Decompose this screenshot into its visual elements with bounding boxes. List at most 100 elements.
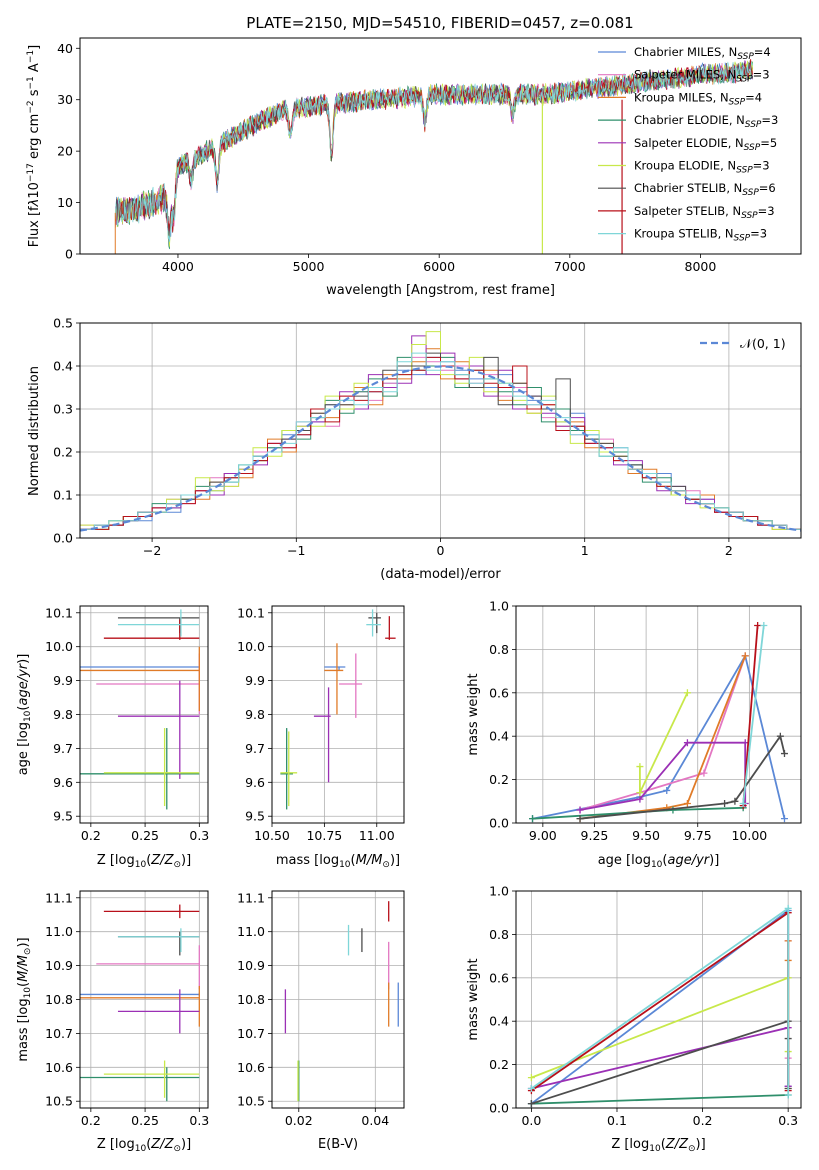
- mass-weight-point: [776, 732, 784, 740]
- hist-frame: [79, 322, 802, 539]
- massz-plot-area: [80, 904, 200, 1102]
- mass-weight-point: [784, 904, 792, 912]
- agez-ytick-label: 9.8: [53, 707, 73, 722]
- hist-xtick-label: 0: [437, 543, 445, 558]
- mass-weight-point: [683, 799, 691, 807]
- massz-ytick-label: 10.8: [45, 992, 73, 1007]
- mass-weight-point: [780, 815, 788, 823]
- agem-ytick-label: 9.5: [245, 809, 265, 824]
- spec-xtick-label: 8000: [685, 259, 717, 274]
- agem-ytick-label: 9.9: [245, 673, 265, 688]
- agem-ytick-label: 9.6: [245, 775, 265, 790]
- hist-ytick-label: 0.3: [53, 402, 73, 417]
- hist-xtick-label: 1: [581, 543, 589, 558]
- mass-weight-point: [636, 763, 644, 771]
- mass-weight-point: [636, 789, 644, 797]
- mwz-ylabel: mass weight: [466, 958, 481, 1040]
- mwa-xtick-label: 9.25: [581, 828, 609, 843]
- masse-plot-area: [284, 901, 399, 1102]
- mwa-xtick-label: 9.00: [529, 828, 557, 843]
- mass-weight-line: [742, 625, 765, 804]
- spec-ytick-label: 0: [65, 247, 73, 262]
- masse-xlabel: E(B-V): [318, 1137, 358, 1152]
- legend-label: 𝒩(0, 1): [740, 336, 786, 351]
- hist-ytick-label: 0.0: [53, 531, 73, 546]
- mass-weight-point: [700, 769, 708, 777]
- masse-xtick-label: 0.04: [361, 1113, 389, 1128]
- massz-frame: [79, 890, 209, 1109]
- agem-ytick-label: 10.0: [237, 639, 265, 654]
- masse-ytick-label: 10.6: [237, 1060, 265, 1075]
- massz-ylabel: mass [log10(M/M⊙)]: [16, 937, 33, 1061]
- mwa-xtick-label: 9.50: [632, 828, 660, 843]
- histogram-series: [80, 352, 801, 538]
- masse-ytick-label: 10.9: [237, 958, 265, 973]
- masse-ytick-label: 11.1: [237, 890, 265, 905]
- massz-ytick-label: 11.0: [45, 924, 73, 939]
- mwz-frame: [515, 890, 802, 1109]
- masse-frame: [271, 890, 405, 1109]
- mwa-ytick-label: 0.2: [489, 772, 509, 787]
- mass-weight-line: [579, 655, 747, 811]
- mwa-xtick-label: 10.00: [731, 828, 767, 843]
- massz-ytick-label: 11.1: [45, 890, 73, 905]
- agez-ytick-label: 10.0: [45, 639, 73, 654]
- agez-ytick-label: 9.6: [53, 775, 73, 790]
- masse-ytick-label: 10.8: [237, 992, 265, 1007]
- mwz-ytick-label: 1.0: [489, 884, 509, 899]
- mwa-xlabel: age [log10(age/yr)]: [598, 853, 720, 870]
- mwz-ytick-label: 0.6: [489, 970, 509, 985]
- massz-xtick-label: 0.3: [189, 1113, 209, 1128]
- masse-xtick-label: 0.02: [285, 1113, 313, 1128]
- legend-label: Chabrier MILES, NSSP=4: [634, 45, 771, 62]
- plot-layer: 4000 5000 6000 7000 8000010203040wavelength …: [16, 37, 802, 1154]
- mass-weight-point: [780, 750, 788, 758]
- spectrum-ylabel: Flux [fλ10−17 erg cm−2 s−1 A−1]: [26, 45, 42, 247]
- mwz-xlabel: Z [log10(Z/Z⊙)]: [611, 1137, 705, 1154]
- masse-ytick-label: 10.5: [237, 1094, 265, 1109]
- agem-ytick-label: 9.7: [245, 741, 265, 756]
- mwa-ytick-label: 0.8: [489, 642, 509, 657]
- mwa-frame: [515, 605, 802, 824]
- hist-ytick-label: 0.2: [53, 445, 73, 460]
- spectrum-xlabel: wavelength [Angstrom, rest frame]: [326, 283, 555, 298]
- agem-xlabel: mass [log10(M/M⊙)]: [276, 853, 400, 870]
- legend-label: Salpeter STELIB, NSSP=3: [634, 204, 775, 221]
- legend-label: Kroupa ELODIE, NSSP=3: [634, 159, 770, 176]
- legend-label: Kroupa MILES, NSSP=4: [634, 90, 762, 107]
- mwz-xtick-label: 0.0: [521, 1113, 541, 1128]
- agez-ytick-label: 9.7: [53, 741, 73, 756]
- mass-weight-point: [529, 815, 537, 823]
- figure-title: PLATE=2150, MJD=54510, FIBERID=0457, z=0…: [246, 14, 633, 32]
- mass-weight-point: [576, 806, 584, 814]
- agez-frame: [79, 605, 209, 824]
- legend-label: Kroupa STELIB, NSSP=3: [634, 227, 767, 244]
- spec-plot-area: [114, 58, 754, 254]
- mwa-ytick-label: 0.6: [489, 685, 509, 700]
- massz-ytick-label: 10.6: [45, 1060, 73, 1075]
- mwz-ytick-label: 0.8: [489, 927, 509, 942]
- histogram-ylabel: Normed distribution: [27, 366, 42, 496]
- massz-xtick-label: 0.2: [81, 1113, 101, 1128]
- spec-xtick-label: 7000: [554, 259, 586, 274]
- mass-weight-point: [784, 1091, 792, 1099]
- normal-curve: [80, 365, 801, 532]
- mass-weight-point: [636, 795, 644, 803]
- agez-xlabel: Z [log10(Z/Z⊙)]: [97, 853, 191, 870]
- legend-label: Salpeter ELODIE, NSSP=5: [634, 136, 777, 153]
- hist-ytick-label: 0.5: [53, 316, 73, 331]
- agez-xtick-label: 0.2: [81, 828, 101, 843]
- hist-xtick-label: 2: [725, 543, 733, 558]
- agem-xtick-label: 10.50: [254, 828, 290, 843]
- spec-xtick-label: 5000: [293, 259, 325, 274]
- mass-weight-point: [527, 1074, 535, 1082]
- agem-frame: [271, 605, 405, 824]
- mass-weight-point: [663, 786, 671, 794]
- massz-xlabel: Z [log10(Z/Z⊙)]: [97, 1137, 191, 1154]
- agez-plot-area: [80, 609, 200, 810]
- mwz-ytick-label: 0.2: [489, 1057, 509, 1072]
- agem-ytick-label: 9.8: [245, 707, 265, 722]
- hist-ytick-label: 0.1: [53, 488, 73, 503]
- masse-ytick-label: 10.7: [237, 1026, 265, 1041]
